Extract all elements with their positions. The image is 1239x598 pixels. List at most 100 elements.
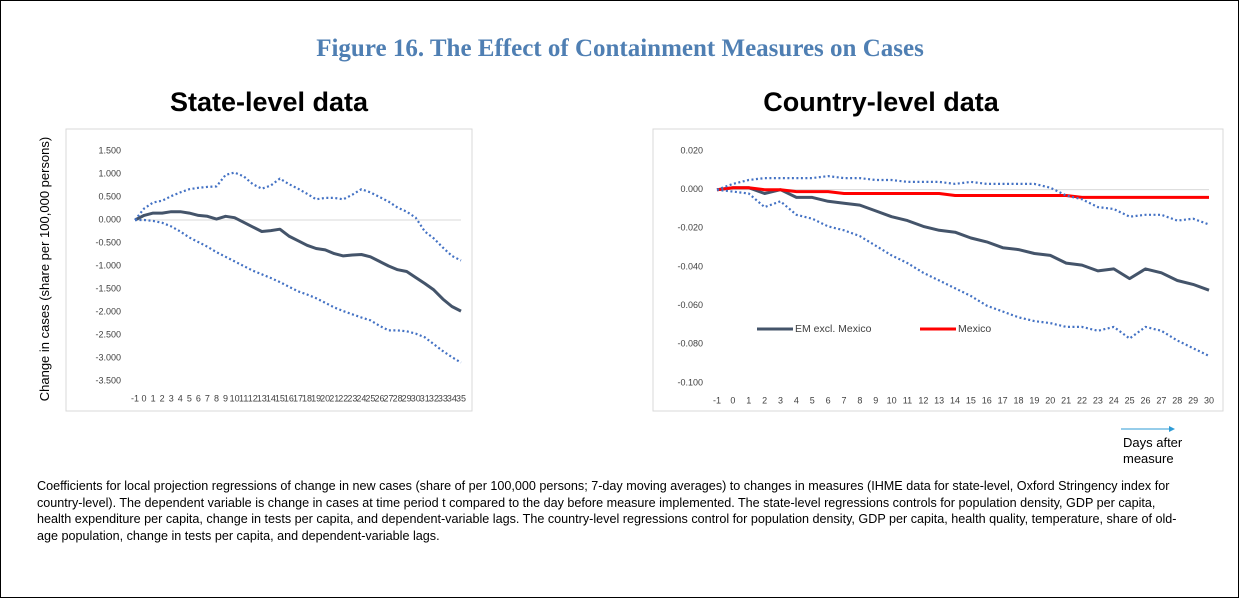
x-tick-label: 8 (214, 393, 219, 403)
x-tick-label: 25 (1125, 395, 1135, 405)
x-tick-label: 21 (1061, 395, 1071, 405)
y-tick-label: 1.500 (98, 145, 121, 155)
x-tick-label: 10 (887, 395, 897, 405)
x-tick-label: 12 (918, 395, 928, 405)
x-tick-label: 5 (187, 393, 192, 403)
y-tick-label: -2.500 (95, 329, 121, 339)
x-tick-label: 0 (142, 393, 147, 403)
x-tick-label: 1 (151, 393, 156, 403)
x-tick-label: 14 (950, 395, 960, 405)
y-tick-label: -0.040 (677, 261, 703, 271)
x-tick-label: 30 (411, 393, 421, 403)
x-tick-label: 4 (794, 395, 799, 405)
y-tick-label: -0.080 (677, 339, 703, 349)
x-tick-label: 13 (257, 393, 267, 403)
y-tick-label: -0.100 (677, 377, 703, 387)
figure-title: Figure 16. The Effect of Containment Mea… (316, 35, 924, 62)
x-tick-label: 27 (384, 393, 394, 403)
x-tick-label: 7 (841, 395, 846, 405)
x-tick-label: 29 (402, 393, 412, 403)
y-tick-label: -0.060 (677, 300, 703, 310)
x-tick-label: 6 (196, 393, 201, 403)
x-tick-label: 3 (169, 393, 174, 403)
x-tick-label: 27 (1156, 395, 1166, 405)
x-tick-label: 16 (982, 395, 992, 405)
x-tick-label: 30 (1204, 395, 1214, 405)
x-tick-label: 16 (284, 393, 294, 403)
series-line (134, 171, 462, 262)
y-tick-label: -1.000 (95, 260, 121, 270)
x-tick-label: 21 (329, 393, 339, 403)
chart-frame (652, 128, 1224, 412)
x-tick-label: 9 (873, 395, 878, 405)
y-tick-label: 0.020 (680, 145, 703, 155)
x-tick-label: 24 (1109, 395, 1119, 405)
y-tick-label: 0.000 (680, 184, 703, 194)
x-tick-label: 11 (903, 395, 912, 405)
x-tick-label: 19 (311, 393, 321, 403)
x-tick-label: 17 (998, 395, 1008, 405)
x-tick-label: 0 (730, 395, 735, 405)
x-tick-label: 4 (178, 393, 183, 403)
y-axis-label: Change in cases (share per 100,000 perso… (37, 137, 52, 402)
x-tick-label: 17 (293, 393, 303, 403)
x-tick-label: 12 (248, 393, 258, 403)
x-tick-label: 6 (826, 395, 831, 405)
x-tick-label: 15 (966, 395, 976, 405)
y-tick-label: 0.500 (98, 191, 121, 201)
chart-title: State-level data (170, 87, 369, 117)
y-tick-label: -0.020 (677, 223, 703, 233)
x-tick-label: 7 (205, 393, 210, 403)
x-tick-label: -1 (713, 395, 721, 405)
chart-frame (65, 128, 473, 412)
y-tick-label: 0.000 (98, 214, 121, 224)
y-tick-label: -1.500 (95, 283, 121, 293)
x-tick-label: 8 (857, 395, 862, 405)
y-tick-label: 1.000 (98, 168, 121, 178)
x-tick-label: 24 (356, 393, 366, 403)
series-line (716, 186, 1209, 199)
y-tick-label: -0.500 (95, 237, 121, 247)
x-tick-label: 31 (420, 393, 430, 403)
x-tick-label: 2 (762, 395, 767, 405)
legend-label: EM excl. Mexico (795, 323, 872, 335)
x-tick-label: 28 (393, 393, 403, 403)
x-tick-label: 20 (1045, 395, 1055, 405)
x-axis-note: Days after measure (1123, 435, 1183, 466)
x-tick-label: 3 (778, 395, 783, 405)
x-tick-label: 18 (1014, 395, 1024, 405)
series-line (134, 210, 462, 313)
x-tick-label: 32 (429, 393, 439, 403)
series-line (716, 188, 1210, 357)
series-line (716, 175, 1210, 226)
x-tick-label: 26 (374, 393, 384, 403)
x-tick-label: 14 (266, 393, 276, 403)
y-tick-label: -3.000 (95, 352, 121, 362)
caption: Coefficients for local projection regres… (37, 479, 1177, 543)
x-tick-label: 11 (239, 393, 248, 403)
x-tick-label: 23 (1093, 395, 1103, 405)
x-tick-label: 10 (230, 393, 240, 403)
chart-title: Country-level data (763, 87, 1000, 117)
x-tick-label: 35 (456, 393, 466, 403)
x-tick-label: 19 (1029, 395, 1039, 405)
x-tick-label: 28 (1172, 395, 1182, 405)
x-tick-label: 26 (1141, 395, 1151, 405)
x-tick-label: 33 (438, 393, 448, 403)
x-tick-label: 25 (365, 393, 375, 403)
x-tick-label: 23 (347, 393, 357, 403)
x-tick-label: 15 (275, 393, 285, 403)
x-tick-label: 5 (810, 395, 815, 405)
x-tick-label: 29 (1188, 395, 1198, 405)
arrow-head (1169, 426, 1175, 432)
x-tick-label: 18 (302, 393, 312, 403)
x-tick-label: 2 (160, 393, 165, 403)
x-tick-label: 13 (934, 395, 944, 405)
series-line (716, 186, 1210, 292)
y-tick-label: -2.000 (95, 306, 121, 316)
x-tick-label: 9 (223, 393, 228, 403)
x-tick-label: 22 (1077, 395, 1087, 405)
x-tick-label: -1 (131, 393, 139, 403)
x-tick-label: 34 (447, 393, 457, 403)
